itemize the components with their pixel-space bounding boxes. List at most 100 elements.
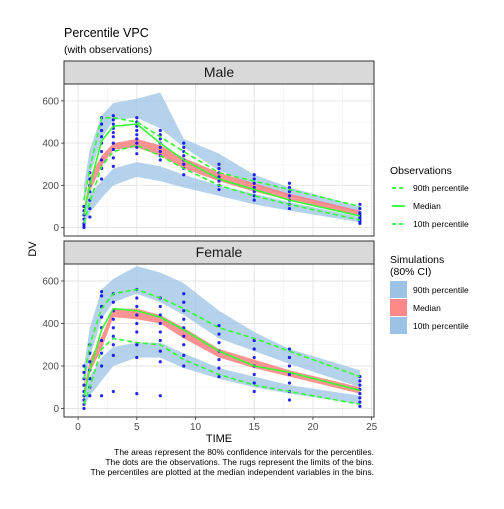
obs-point — [158, 158, 162, 162]
obs-point — [135, 141, 139, 145]
y-tick-label: 200 — [42, 362, 59, 373]
legend-simulations-title-line2: (80% CI) — [390, 266, 431, 278]
obs-point — [99, 158, 104, 162]
obs-point — [111, 326, 115, 330]
obs-point — [158, 330, 162, 334]
obs-point — [82, 370, 86, 374]
obs-line-median-female — [83, 307, 361, 396]
obs-point — [252, 389, 256, 394]
obs-point — [88, 215, 92, 219]
legend-observations-title: Observations — [390, 165, 452, 177]
obs-point — [99, 394, 104, 398]
obs-point — [111, 147, 115, 152]
obs-point — [135, 355, 139, 360]
legend-sim-label-90th: 90th percentile — [413, 285, 469, 295]
obs-point — [99, 177, 104, 181]
panel-female: Female 0 200 400 600 0 5 10 15 20 25 — [42, 240, 378, 433]
obs-point — [111, 156, 115, 160]
obs-point — [111, 114, 115, 118]
band-p10-female — [83, 342, 360, 407]
obs-point — [182, 292, 186, 296]
obs-point — [217, 375, 221, 379]
obs-point — [252, 381, 256, 385]
caption-line-1: The areas represent the 80% confidence i… — [114, 447, 374, 457]
obs-point — [287, 185, 292, 190]
legend-sim-swatch-90th — [390, 281, 407, 298]
obs-point — [88, 394, 92, 398]
obs-point — [217, 341, 221, 345]
obs-line-p90-female — [83, 288, 361, 379]
obs-point — [111, 389, 115, 394]
obs-point — [158, 360, 162, 364]
obs-point — [158, 145, 162, 149]
obs-point — [111, 353, 115, 357]
legend-sim-item-median: Median — [390, 299, 441, 316]
obs-point — [135, 296, 139, 300]
obs-point — [82, 364, 86, 368]
obs-point — [358, 206, 362, 211]
band-p50-male — [83, 138, 360, 216]
caption-line-2: The dots are the observations. The rugs … — [105, 457, 374, 467]
y-tick-label: 400 — [42, 139, 59, 150]
obs-point — [182, 141, 186, 145]
band-p90-male — [83, 92, 360, 213]
legend-sim-item-90th: 90th percentile — [390, 281, 469, 298]
obs-point — [358, 400, 362, 404]
obs-point — [111, 164, 115, 168]
obs-point — [99, 122, 104, 126]
obs-point — [158, 394, 162, 398]
obs-point — [252, 173, 256, 177]
strip-label-female: Female — [196, 244, 243, 260]
panel-male: Male 0 200 400 600 — [42, 60, 375, 237]
obs-point — [358, 404, 362, 408]
obs-point — [135, 133, 139, 137]
obs-point — [99, 135, 104, 139]
obs-point — [99, 290, 104, 294]
obs-point — [182, 173, 186, 177]
obs-point — [99, 294, 104, 298]
x-tick-label: 10 — [190, 422, 202, 433]
x-tick-label: 25 — [366, 422, 378, 433]
panel-border-female — [63, 263, 375, 418]
obs-point — [252, 190, 256, 194]
chart-subtitle: (with observations) — [64, 44, 152, 56]
obs-line-p10-female — [83, 337, 361, 406]
legend-obs-item-90th: 90th percentile — [392, 183, 469, 193]
obs-point — [111, 135, 115, 139]
obs-point — [287, 181, 292, 185]
obs-point — [88, 377, 92, 381]
obs-point — [182, 364, 186, 368]
obs-point — [358, 379, 362, 383]
y-tick-label: 0 — [53, 223, 59, 234]
obs-line-p10-male — [83, 144, 361, 224]
y-tick-label: 400 — [42, 319, 59, 330]
obs-point — [88, 360, 92, 364]
legend-simulations-title-line1: Simulations — [390, 254, 444, 266]
obs-point — [287, 364, 292, 368]
obs-point — [135, 313, 139, 317]
obs-point — [358, 396, 362, 400]
obs-point — [111, 118, 115, 122]
y-tick-label: 600 — [42, 96, 59, 107]
legend-obs-label-median: Median — [413, 201, 441, 211]
legend: Observations 90th percentile Median 10th… — [390, 165, 469, 334]
legend-sim-label-median: Median — [413, 303, 441, 313]
obs-point — [217, 332, 221, 336]
obs-point — [135, 152, 139, 156]
caption-line-3: The percentiles are plotted at the media… — [90, 467, 374, 477]
obs-point — [287, 355, 292, 360]
obs-point — [158, 349, 162, 353]
x-tick-label: 20 — [307, 422, 319, 433]
legend-obs-item-10th: 10th percentile — [392, 219, 469, 229]
obs-point — [252, 177, 256, 181]
obs-point — [158, 321, 162, 326]
obs-point — [358, 392, 362, 396]
legend-obs-item-median: Median — [392, 201, 441, 211]
obs-point — [158, 313, 162, 317]
obs-point — [217, 166, 221, 171]
obs-point — [99, 364, 104, 368]
obs-point — [82, 383, 86, 387]
obs-point — [252, 185, 256, 190]
obs-point — [252, 372, 256, 377]
